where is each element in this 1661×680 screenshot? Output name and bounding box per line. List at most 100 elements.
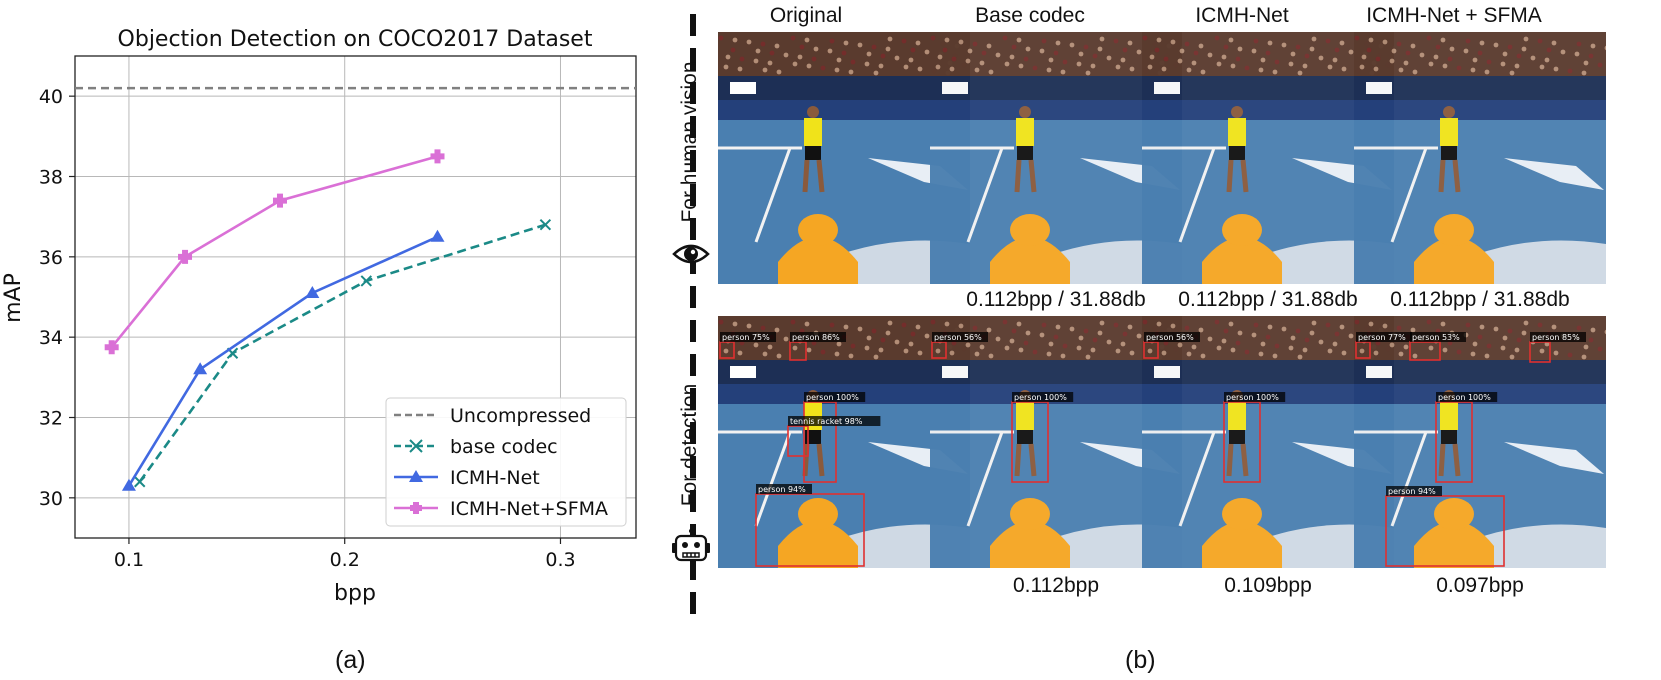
crowd-dot: [1154, 47, 1160, 53]
detection-label: person 94%: [758, 485, 806, 494]
crowd-dot: [1361, 54, 1367, 60]
crowd-dot: [1325, 322, 1331, 328]
crowd-dot: [1147, 64, 1153, 70]
crowd-dot: [1479, 324, 1485, 330]
detection-box: [1385, 495, 1505, 567]
crowd-dot: [1551, 40, 1557, 46]
detection-label: person 53%: [1412, 333, 1460, 342]
point-base-codec: [134, 476, 146, 488]
crowd-dot: [1389, 58, 1395, 64]
crowd-dot: [1120, 57, 1126, 63]
crowd-dot: [1267, 40, 1273, 46]
crowd-dot: [894, 55, 900, 61]
crowd-dot: [1127, 324, 1133, 330]
crowd-dot: [871, 328, 877, 334]
crowd-dot: [1090, 347, 1096, 353]
court-lines: [1142, 146, 1226, 243]
series-line-icmh-net-sfma: [110, 155, 438, 349]
crowd-dot: [1539, 348, 1545, 354]
crowd-dot: [1281, 42, 1287, 48]
crowd-dot: [829, 322, 835, 328]
panel-a-label: (a): [335, 646, 366, 674]
crowd-dot: [1465, 322, 1471, 328]
crowd-dot: [790, 35, 796, 41]
crowd-dot: [1553, 66, 1559, 72]
crowd-dot: [1332, 57, 1338, 63]
crowd-dot: [1142, 35, 1148, 41]
crowd-dot: [1373, 66, 1379, 72]
crowd-dot: [1405, 50, 1411, 56]
map-vs-bpp-chart: Objection Detection on COCO2017 Dataset …: [1, 27, 637, 606]
point-icmh-net-sfma: [178, 249, 193, 264]
crowd-dot: [1500, 61, 1506, 67]
crowd-dot: [1113, 38, 1119, 44]
player-shorts: [1441, 146, 1457, 160]
row-label-detection: For detection: [678, 383, 701, 507]
crowd-dot: [871, 44, 877, 50]
panel-b-label: (b): [1125, 646, 1156, 674]
crowd-dot: [723, 348, 729, 354]
detection-label: person 75%: [722, 333, 770, 342]
crowd-dot: [1537, 38, 1543, 44]
sponsor-banner: [1354, 76, 1606, 100]
crowd-dot: [1161, 350, 1167, 356]
crowd-dot: [1311, 36, 1317, 42]
point-icmh-net: [305, 285, 320, 298]
crowd-dot: [769, 50, 775, 56]
crowd-dot: [1184, 325, 1190, 331]
sponsor-banner: [930, 360, 1182, 384]
crowd-dot: [1055, 324, 1061, 330]
crowd-dot: [935, 348, 941, 354]
crowd-dot: [949, 66, 955, 72]
court-wall: [718, 100, 970, 120]
crowd-dot: [1456, 349, 1462, 355]
crowd-dot: [1127, 40, 1133, 46]
crowd-dot: [1426, 35, 1432, 41]
detection-label: person 56%: [1146, 333, 1194, 342]
crowd-dot: [1186, 351, 1192, 357]
detection-label-bg: [1410, 332, 1466, 342]
player-shirt: [1440, 118, 1458, 146]
caption-icmh-net-human: 0.112bpp / 31.88db: [1178, 288, 1358, 311]
x-tick-label: 0.1: [114, 549, 144, 571]
player-head: [1443, 106, 1455, 118]
crowd-dot: [1509, 70, 1515, 76]
caption-base-codec-human: 0.112bpp / 31.88db: [966, 288, 1146, 311]
crowd-dot: [1382, 323, 1388, 329]
crowd-dot: [1004, 345, 1010, 351]
detection-label: person 100%: [1226, 393, 1279, 402]
crowd-dot: [1551, 324, 1557, 330]
tennis-scene: [1354, 316, 1606, 568]
crowd-dot: [760, 41, 766, 47]
crowd-dot: [1161, 66, 1167, 72]
crowd-dot: [1156, 37, 1162, 43]
crowd-dot: [1440, 37, 1446, 43]
crowd-dot: [774, 43, 780, 49]
crowd-dot: [1179, 48, 1185, 54]
crowd-dot: [806, 63, 812, 69]
crowd-dot: [1177, 58, 1183, 64]
crowd-dot: [1193, 50, 1199, 56]
crowd-dot: [1122, 47, 1128, 53]
sponsor-logo: [942, 82, 968, 94]
caption-icmh-net-sfma-human: 0.112bpp / 31.88db: [1390, 288, 1570, 311]
player-legs: [1014, 443, 1037, 477]
crowd-dot: [995, 336, 1001, 342]
crowd-dot: [1546, 47, 1552, 53]
crowd-dot: [937, 54, 943, 60]
umpire-body: [1202, 237, 1282, 284]
crowd-dot: [1092, 53, 1098, 59]
crowd-dot: [1069, 326, 1075, 332]
umpire-hat: [1222, 498, 1262, 530]
crowd-dot: [1018, 347, 1024, 353]
crowd-dot: [836, 341, 842, 347]
crowd-dot: [887, 36, 893, 42]
y-tick-label: 32: [39, 408, 63, 430]
crowd-dot: [1018, 63, 1024, 69]
x-tick-label: 0.2: [330, 549, 360, 571]
crowd-dot: [1258, 67, 1264, 73]
crowd-dot: [1046, 67, 1052, 73]
crowd-dot: [1304, 53, 1310, 59]
crowd-dot: [864, 61, 870, 67]
crowd-dot: [1004, 61, 1010, 67]
